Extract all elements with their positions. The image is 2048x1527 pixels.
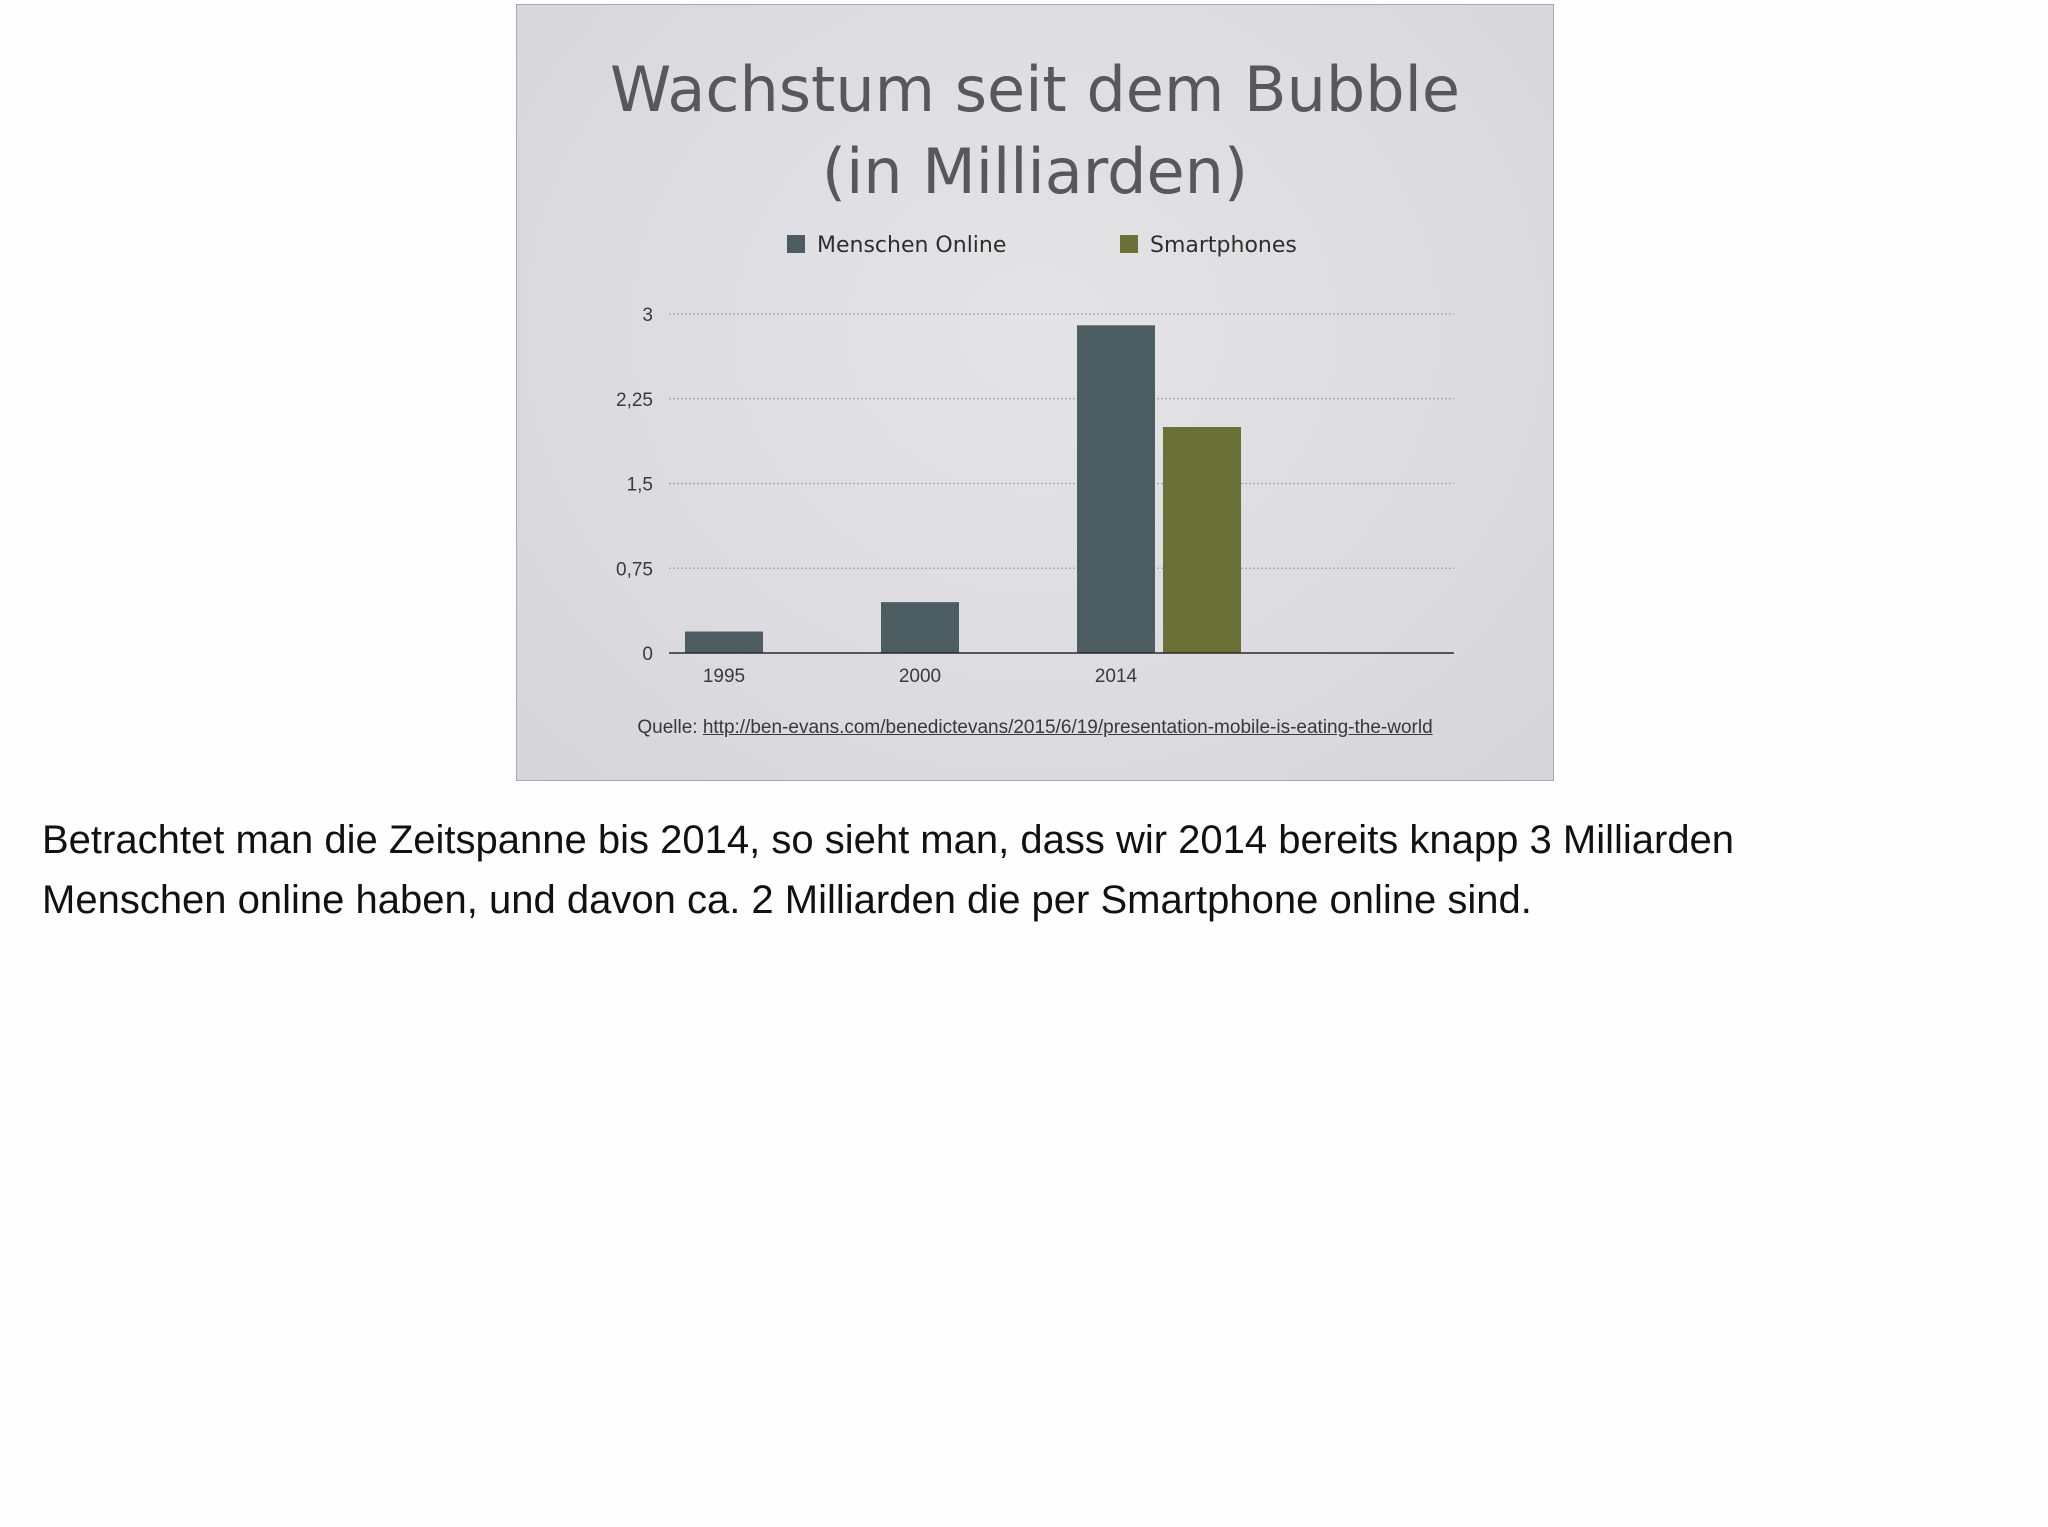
caption-line-2: Menschen online haben, und davon ca. 2 M…: [42, 878, 1532, 922]
caption-line-1: Betrachtet man die Zeitspanne bis 2014, …: [42, 818, 1735, 862]
bars: [685, 325, 1241, 653]
chart-title: Wachstum seit dem Bubble: [610, 53, 1460, 126]
chart-subtitle: (in Milliarden): [821, 135, 1249, 208]
y-axis-ticks: 0 0,75 1,5 2,25 3: [616, 305, 653, 665]
y-tick-label: 0: [642, 644, 653, 665]
source-note: Quelle: http://ben-evans.com/benedicteva…: [517, 717, 1553, 739]
bar-chart: Menschen Online Smartphones 0 0,75 1,5 2,25 3…: [616, 233, 1454, 687]
bar-menschen-online-1995: [685, 631, 763, 653]
y-tick-label: 0,75: [616, 559, 653, 580]
slide: Wachstum seit dem Bubble (in Milliarden)…: [516, 4, 1554, 781]
y-tick-label: 3: [642, 305, 653, 326]
gridlines: [669, 313, 1454, 569]
legend: Menschen Online Smartphones: [787, 233, 1297, 258]
caption-text: Betrachtet man die Zeitspanne bis 2014, …: [42, 810, 2002, 930]
legend-label: Smartphones: [1150, 233, 1297, 258]
bar-smartphones-2014: [1163, 427, 1241, 653]
y-tick-label: 2,25: [616, 390, 653, 411]
source-link[interactable]: http://ben-evans.com/benedictevans/2015/…: [702, 717, 1433, 738]
x-tick-label: 2000: [899, 666, 941, 687]
x-tick-label: 1995: [703, 666, 745, 687]
bar-menschen-online-2000: [881, 602, 959, 653]
legend-swatch: [787, 235, 805, 253]
y-tick-label: 1,5: [627, 475, 653, 496]
legend-swatch: [1120, 235, 1138, 253]
bar-menschen-online-2014: [1077, 325, 1155, 653]
source-label: Quelle:: [637, 717, 698, 738]
legend-label: Menschen Online: [817, 233, 1006, 258]
x-tick-label: 2014: [1095, 666, 1138, 687]
x-axis-ticks: 1995 2000 2014: [703, 666, 1138, 687]
